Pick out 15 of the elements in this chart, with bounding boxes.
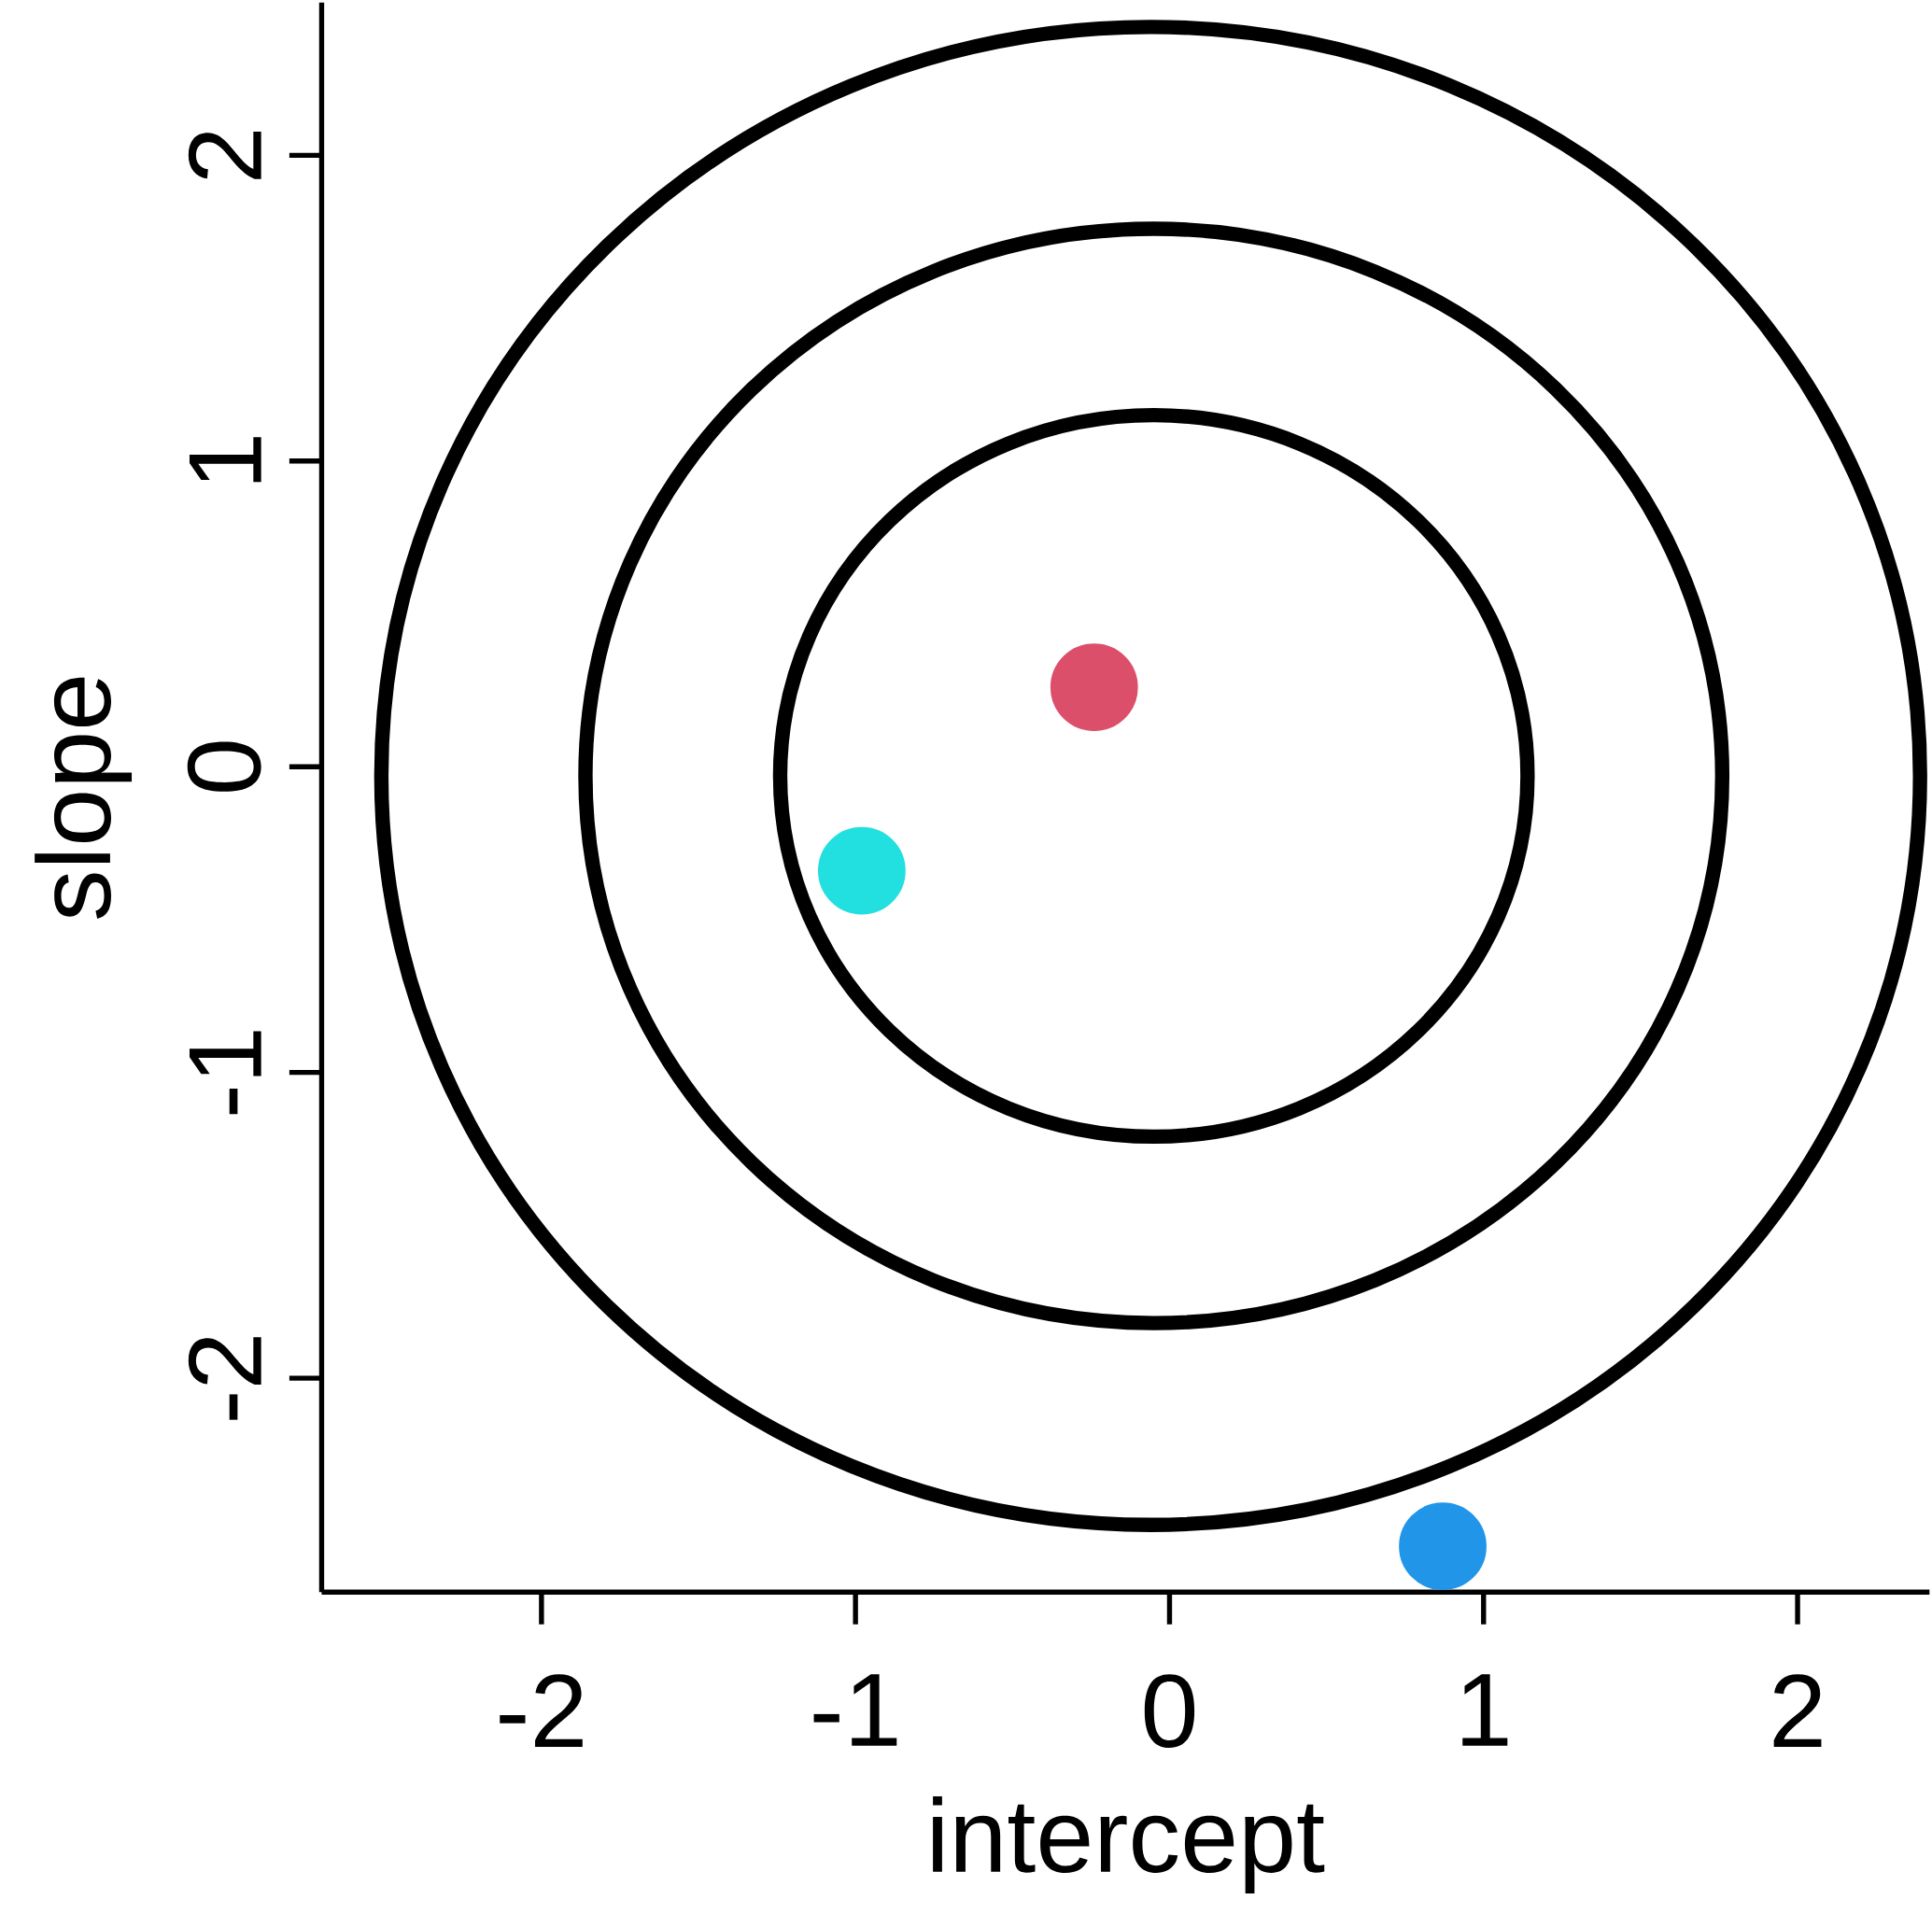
point xyxy=(818,826,906,915)
point xyxy=(1399,1502,1487,1590)
y-axis-title: slope xyxy=(35,677,133,920)
x-axis-title: intercept xyxy=(933,1796,1325,1893)
x-tick-label: 0 xyxy=(1144,1674,1195,1749)
y-tick-label: 1 xyxy=(189,437,261,483)
x-tick-label: -1 xyxy=(813,1674,897,1746)
point xyxy=(1050,643,1138,731)
y-tick-label: 0 xyxy=(187,741,261,792)
x-tick-label: 2 xyxy=(1773,1674,1822,1747)
y-tick-label: -2 xyxy=(188,1337,261,1420)
y-tick-label: -1 xyxy=(189,1031,261,1115)
x-tick-label: 1 xyxy=(1462,1674,1508,1746)
x-tick-label: -2 xyxy=(500,1674,583,1747)
y-tick-label: 2 xyxy=(188,131,261,179)
